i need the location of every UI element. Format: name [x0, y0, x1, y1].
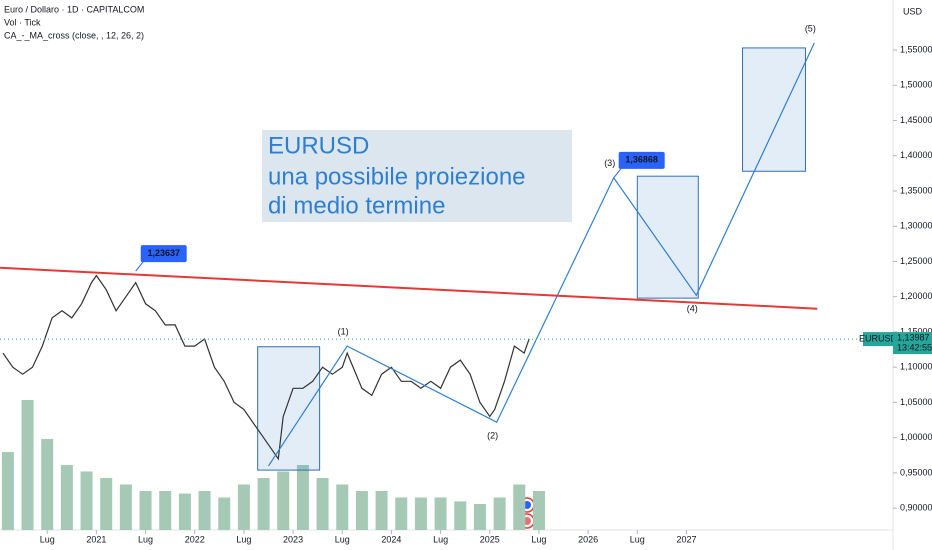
volume-bar	[395, 497, 408, 530]
price-callout	[618, 151, 665, 169]
volume-bar	[1, 452, 14, 530]
currency: USD	[903, 6, 923, 16]
annotation-line: una possibile proiezione	[268, 163, 526, 190]
callout-pointer	[135, 260, 145, 272]
volume-bar	[139, 491, 152, 530]
volume-bar	[316, 478, 329, 530]
y-tick-label: 1,40000	[900, 150, 932, 160]
y-tick-label: 1,20000	[900, 291, 932, 301]
x-tick-label: 2027	[676, 534, 696, 544]
volume-bar	[277, 471, 290, 530]
volume-bar	[336, 484, 349, 530]
symbol-tag-label: EURUSD	[859, 333, 898, 343]
volume-bar	[296, 465, 309, 530]
projection-box	[257, 346, 321, 471]
volume-bar	[21, 400, 34, 530]
y-tick-label: 1,30000	[900, 221, 932, 231]
wave-line	[267, 42, 815, 467]
price-callout	[140, 245, 187, 263]
x-tick-label: 2022	[185, 534, 205, 544]
x-tick-label: Lug	[335, 534, 350, 544]
x-tick-label: 2025	[480, 534, 500, 544]
volume-bar	[159, 491, 172, 530]
x-tick-label: Lug	[531, 534, 546, 544]
x-tick-label: Lug	[138, 534, 153, 544]
x-tick-label: 2026	[578, 534, 598, 544]
volume-bar	[60, 465, 73, 530]
annotation-box	[262, 130, 572, 222]
y-tick-label: 0,95000	[900, 467, 932, 477]
volume-bar	[493, 497, 506, 530]
projection-box	[636, 175, 699, 299]
volume-bar	[257, 478, 270, 530]
price-callout-label: 1,36868	[625, 155, 658, 165]
volume-bar	[198, 491, 211, 530]
y-tick-label: 1,10000	[900, 362, 932, 372]
price-callout-label: 1,23637	[147, 248, 180, 258]
wave-label: (5)	[805, 23, 816, 33]
x-tick-label: Lug	[40, 534, 55, 544]
x-tick-label: Lug	[433, 534, 448, 544]
y-tick-label: 0,90000	[900, 503, 932, 513]
y-tick-label: 1,35000	[900, 185, 932, 195]
x-tick-label: Lug	[630, 534, 645, 544]
volume-bar	[80, 471, 93, 530]
volume-bar	[237, 484, 250, 530]
volume-bar	[434, 497, 447, 530]
volume-bar	[178, 493, 191, 530]
x-tick-label: 2023	[283, 534, 303, 544]
volume-bar	[355, 491, 368, 530]
indicator-title: CA_-_MA_cross (close, , 12, 26, 2)	[4, 30, 144, 40]
x-tick-label: 2021	[86, 534, 106, 544]
volume-bar	[375, 491, 388, 530]
trend-line	[0, 266, 818, 310]
volume-bar	[532, 491, 545, 530]
countdown-label: 13:42:55	[897, 342, 932, 352]
y-tick-label: 1,50000	[900, 80, 932, 90]
volume-bar	[473, 504, 486, 530]
last-price-tag	[893, 332, 932, 355]
annotation-line: di medio termine	[268, 192, 445, 219]
y-tick-label: 1,00000	[900, 432, 932, 442]
volume-bar	[414, 497, 427, 530]
wave-label: (1)	[338, 326, 349, 336]
x-tick-label: Lug	[236, 534, 251, 544]
y-tick-label: 1,25000	[900, 256, 932, 266]
projection-box	[742, 47, 806, 172]
y-tick-label: 1,45000	[900, 115, 932, 125]
wave-label: (4)	[687, 304, 698, 314]
last-price-label: 1,13987	[897, 332, 930, 342]
symbol-tag	[863, 332, 893, 347]
volume-bar	[100, 478, 113, 530]
wave-label: (2)	[487, 431, 498, 441]
x-tick-label: 2024	[381, 534, 401, 544]
volume-bar	[218, 497, 231, 530]
volume-bar	[41, 439, 54, 530]
annotation-line: EURUSD	[268, 132, 369, 159]
y-tick-label: 1,15000	[900, 326, 932, 336]
callout-pointer	[613, 167, 623, 179]
volume-title: Vol · Tick	[4, 17, 41, 27]
y-tick-label: 1,55000	[900, 44, 932, 54]
volume-bar	[454, 501, 467, 530]
wave-label: (3)	[604, 158, 615, 168]
y-tick-label: 1,05000	[900, 397, 932, 407]
volume-bar	[513, 484, 526, 530]
symbol-title: Euro / Dollaro · 1D · CAPITALCOM	[4, 4, 144, 14]
volume-bar	[119, 484, 132, 530]
price-line	[2, 274, 530, 461]
